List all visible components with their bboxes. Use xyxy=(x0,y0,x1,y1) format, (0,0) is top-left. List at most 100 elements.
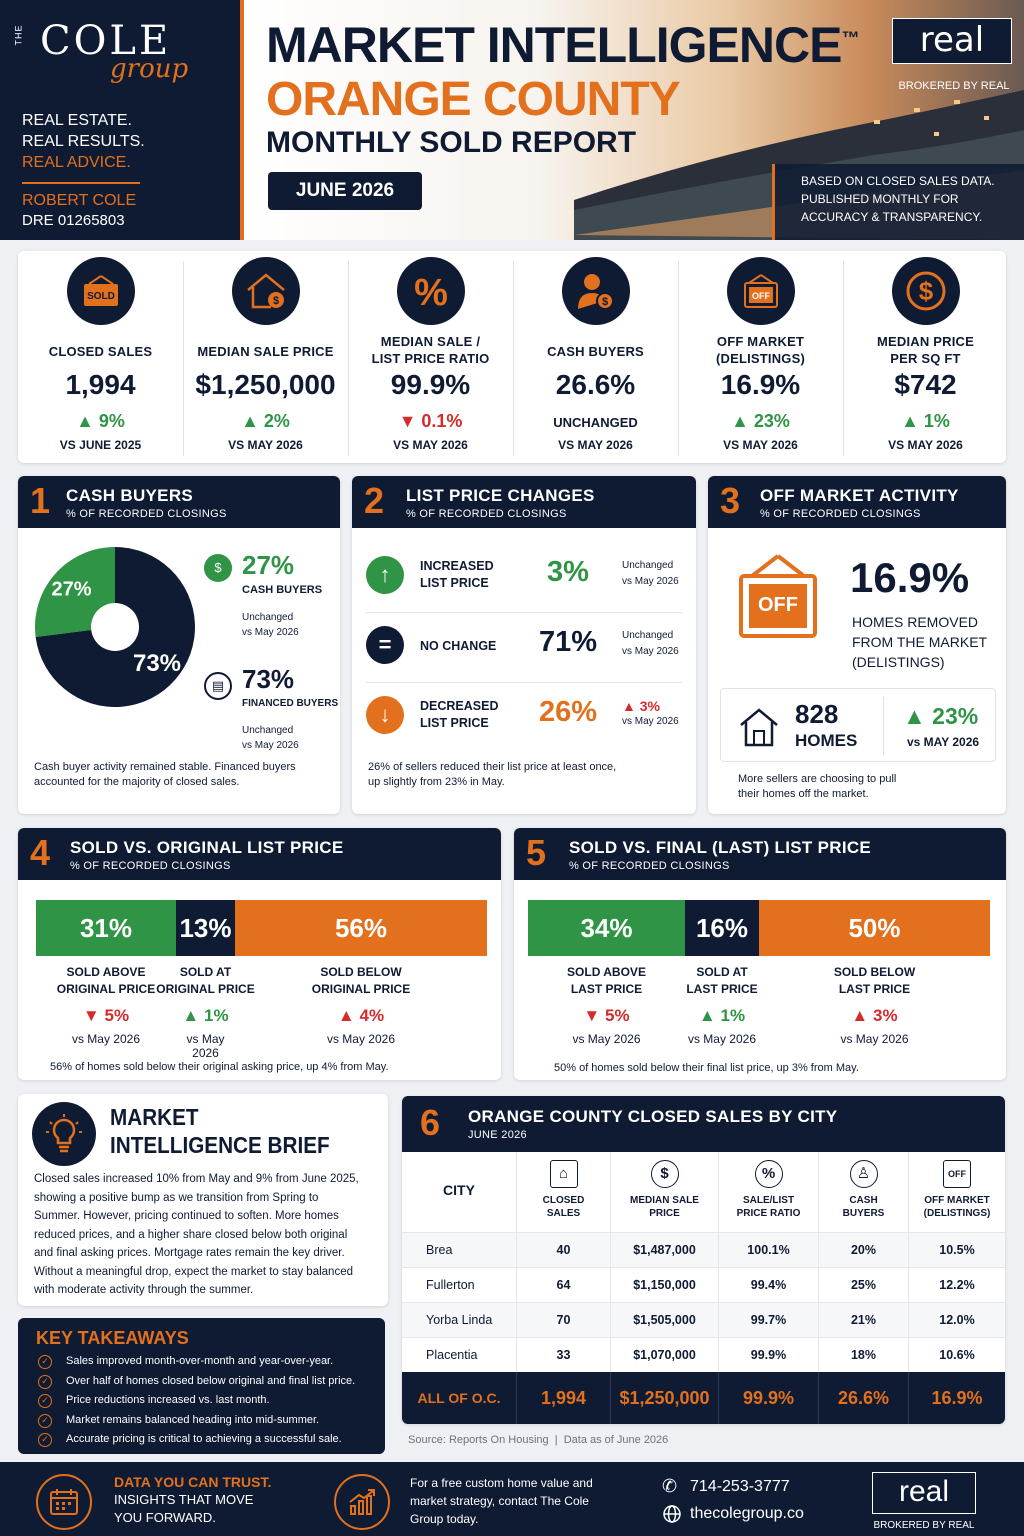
section-number: 6 xyxy=(420,1102,441,1143)
kpi-label: CASH BUYERS xyxy=(513,343,678,360)
table-cell: 10.6% xyxy=(908,1338,1005,1373)
row-label: DECREASED LIST PRICE xyxy=(420,698,499,732)
section-title: CASH BUYERS xyxy=(66,486,194,505)
section-title: ORANGE COUNTY CLOSED SALES BY CITY xyxy=(468,1107,838,1126)
cell-city: Fullerton xyxy=(426,1278,475,1292)
row-change-1: ▲ 3% xyxy=(622,698,679,714)
bar-label-1: SOLD ABOVE xyxy=(66,965,146,979)
column-header: ⌂ CLOSED SALES xyxy=(516,1152,610,1232)
dollar-circle-icon: $ xyxy=(891,257,960,325)
website-link[interactable]: thecolegroup.co xyxy=(690,1505,804,1522)
section-header: 2 LIST PRICE CHANGES % OF RECORDED CLOSI… xyxy=(352,476,696,528)
row-change-1: Unchanged xyxy=(622,558,679,574)
section-number: 5 xyxy=(526,832,547,873)
section-note: Cash buyer activity remained stable. Fin… xyxy=(34,760,334,790)
bar-segment-2: 50% xyxy=(759,900,990,956)
row-label-1: INCREASED xyxy=(420,559,494,573)
note-line-1: Cash buyer activity remained stable. Fin… xyxy=(34,761,296,773)
bar-label-2: LAST PRICE xyxy=(570,982,643,996)
section-subtitle: % OF RECORDED CLOSINGS xyxy=(66,508,227,520)
table-row: Fullerton 64 $1,150,000 99.4% 25% 12.2% xyxy=(402,1267,1005,1303)
month-badge: JUNE 2026 xyxy=(268,172,422,210)
section-subtitle: % OF RECORDED CLOSINGS xyxy=(406,508,567,520)
section-number: 2 xyxy=(364,480,385,521)
row-value: 71% xyxy=(538,626,598,658)
pie-label-financed: 73% xyxy=(133,650,181,677)
bar-label: SOLD ABOVE LAST PRICE xyxy=(508,964,705,998)
footer-line-3: YOU FORWARD. xyxy=(114,1510,216,1525)
table-body: Brea 40 $1,487,000 100.1% 20% 10.5% Fullerton 6… xyxy=(402,1232,1005,1373)
row-label-1: NO CHANGE xyxy=(420,639,497,653)
contact-line-2: market strategy, contact The Cole xyxy=(410,1494,589,1508)
arrow-down-icon: ▼ xyxy=(583,1006,605,1025)
bar-change: ▲ 3% xyxy=(759,1006,990,1026)
total-label: ALL OF O.C. xyxy=(417,1390,501,1406)
bar-label: SOLD BELOW ORIGINAL PRICE xyxy=(215,964,507,998)
section-header: 1 CASH BUYERS % OF RECORDED CLOSINGS xyxy=(18,476,340,528)
svg-text:$: $ xyxy=(272,295,278,307)
kpi-change: ▲ 23% xyxy=(678,411,843,432)
section-title: OFF MARKET ACTIVITY xyxy=(760,486,959,505)
takeaways-title: KEY TAKEAWAYS xyxy=(36,1328,189,1348)
cash-buyers-pie-chart: 27% 73% xyxy=(35,547,195,707)
row-divider xyxy=(366,612,682,613)
bar-label-1: SOLD AT xyxy=(179,965,232,979)
arrow-up-icon: ▲ xyxy=(622,698,640,714)
arrow-up-icon: ▲ xyxy=(241,411,264,431)
real-logo-box: real xyxy=(892,18,1012,64)
desc-line-3: (DELISTINGS) xyxy=(852,654,945,670)
table-header: CITY ⌂ CLOSED SALES $ MEDIAN SALE PRICE% SALE/L… xyxy=(402,1152,1005,1232)
row-change-2: vs May 2026 xyxy=(622,576,679,587)
homes-vs: vs MAY 2026 xyxy=(907,735,980,749)
header-line-2: SALES xyxy=(546,1208,581,1219)
kpi-label: OFF MARKET (DELISTINGS) xyxy=(678,333,843,367)
brief-line: and final asking prices. Mortgage rates … xyxy=(34,1247,345,1259)
table-cell: 99.7% xyxy=(718,1303,818,1338)
off-sign-icon: OFF xyxy=(943,1160,971,1188)
trademark: ™ xyxy=(841,28,859,49)
kpi-label-1: CASH BUYERS xyxy=(547,344,644,359)
section-note: 56% of homes sold below their original a… xyxy=(50,1061,389,1073)
kpi-strip: SOLD CLOSED SALES 1,994 ▲ 9% VS JUNE 2025 $ ME… xyxy=(18,251,1006,463)
phone-icon: ✆ xyxy=(662,1476,678,1496)
row-change-value: Unchanged xyxy=(622,630,674,641)
bar-label-2: LAST PRICE xyxy=(686,982,758,996)
cash-buyer-icon: $ xyxy=(561,257,630,325)
section-note: 26% of sellers reduced their list price … xyxy=(368,760,688,790)
row-change: ▲ 3% vs May 2026 xyxy=(622,698,679,730)
off-market-desc: HOMES REMOVED FROM THE MARKET (DELISTING… xyxy=(852,612,987,672)
section-subtitle: % OF RECORDED CLOSINGS xyxy=(760,508,921,520)
takeaway-item: ✓ Market remains balanced heading into mi… xyxy=(34,1411,379,1431)
section-off-market: 3 OFF MARKET ACTIVITY % OF RECORDED CLOS… xyxy=(708,476,1006,814)
table-cell: 64 xyxy=(516,1268,610,1303)
check-circle-icon: ✓ xyxy=(38,1374,52,1389)
key-takeaways: KEY TAKEAWAYS ✓ Sales improved month-over… xyxy=(18,1318,385,1454)
table-cell: 25% xyxy=(818,1268,908,1303)
bar-segment-0: 34% xyxy=(528,900,685,956)
kpi-divider xyxy=(513,261,514,456)
bar-vs: vs May 2026 xyxy=(186,1032,225,1060)
row-change: Unchanged vs May 2026 xyxy=(622,558,679,590)
phone-link[interactable]: 714-253-3777 xyxy=(690,1478,790,1495)
arrow-up-icon: ▲ xyxy=(182,1006,204,1025)
bar-vs: vs May 2026 xyxy=(71,1032,141,1046)
house-icon: ⌂ xyxy=(549,1160,578,1188)
table-cell: $1,150,000 xyxy=(610,1268,718,1303)
chart-growth-icon xyxy=(334,1474,390,1530)
total-cell: 1,994 xyxy=(516,1372,610,1424)
row-label: INCREASED LIST PRICE xyxy=(420,558,494,592)
header-line-1: SALE/LIST xyxy=(742,1195,795,1206)
bar-label: SOLD AT ORIGINAL PRICE xyxy=(156,964,255,998)
cell-city: Placentia xyxy=(426,1348,478,1362)
kpi-label-1: CLOSED SALES xyxy=(48,344,153,359)
section-list-price-changes: 2 LIST PRICE CHANGES % OF RECORDED CLOSI… xyxy=(352,476,696,814)
kpi-vs: VS MAY 2026 xyxy=(723,438,798,452)
kpi-label: MEDIAN SALE / LIST PRICE RATIO xyxy=(348,333,513,367)
contact-line-3: Group today. xyxy=(410,1512,479,1526)
cash-pct: 27% xyxy=(242,550,295,580)
kpi-2: % MEDIAN SALE / LIST PRICE RATIO 99.9% ▼ 0.1… xyxy=(348,251,513,463)
desc-line-1: HOMES REMOVED xyxy=(852,614,979,630)
brand-divider xyxy=(22,182,140,184)
arrow-up-icon: ▲ xyxy=(851,1006,873,1025)
kpi-divider xyxy=(678,261,679,456)
